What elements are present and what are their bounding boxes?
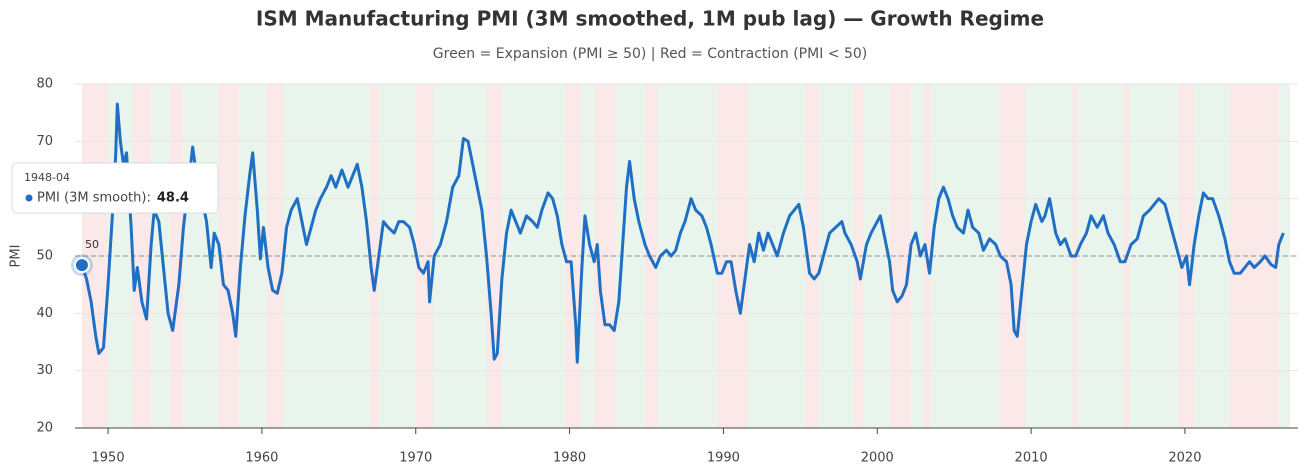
x-tick-label: 1980 bbox=[553, 451, 586, 466]
y-tick-label: 50 bbox=[36, 249, 53, 264]
x-tick-label: 2000 bbox=[861, 451, 894, 466]
tooltip-date: 1948-04 bbox=[24, 171, 70, 184]
y-tick-label: 40 bbox=[36, 306, 53, 321]
tooltip-box bbox=[11, 162, 219, 214]
x-tick-label: 1990 bbox=[707, 451, 740, 466]
y-tick-label: 30 bbox=[36, 363, 53, 378]
tooltip: 1948-04 PMI (3M smooth): 48.4 bbox=[11, 162, 219, 214]
x-tick-label: 2010 bbox=[1015, 451, 1048, 466]
tooltip-value: 48.4 bbox=[157, 191, 189, 206]
x-tick-label: 1950 bbox=[92, 451, 125, 466]
tooltip-label: PMI (3M smooth): bbox=[37, 191, 151, 206]
y-tick-label: 80 bbox=[36, 77, 53, 92]
hover-point bbox=[73, 257, 90, 274]
tooltip-swatch bbox=[25, 194, 33, 202]
x-tick-label: 1960 bbox=[245, 451, 278, 466]
pmi-line bbox=[80, 102, 1285, 364]
x-tick-label: 2020 bbox=[1168, 451, 1201, 466]
x-tick-label: 1970 bbox=[399, 451, 432, 466]
chart-subtitle: Green = Expansion (PMI ≥ 50) | Red = Con… bbox=[433, 46, 867, 62]
grid: 2030405060708019501960197019801990200020… bbox=[36, 77, 1298, 466]
y-axis-label: PMI bbox=[9, 245, 24, 268]
y-tick-label: 70 bbox=[36, 134, 53, 149]
reference-label: 50 bbox=[85, 238, 99, 251]
y-tick-label: 20 bbox=[36, 421, 53, 436]
series bbox=[70, 102, 1285, 364]
chart-title: ISM Manufacturing PMI (3M smoothed, 1M p… bbox=[256, 7, 1044, 31]
